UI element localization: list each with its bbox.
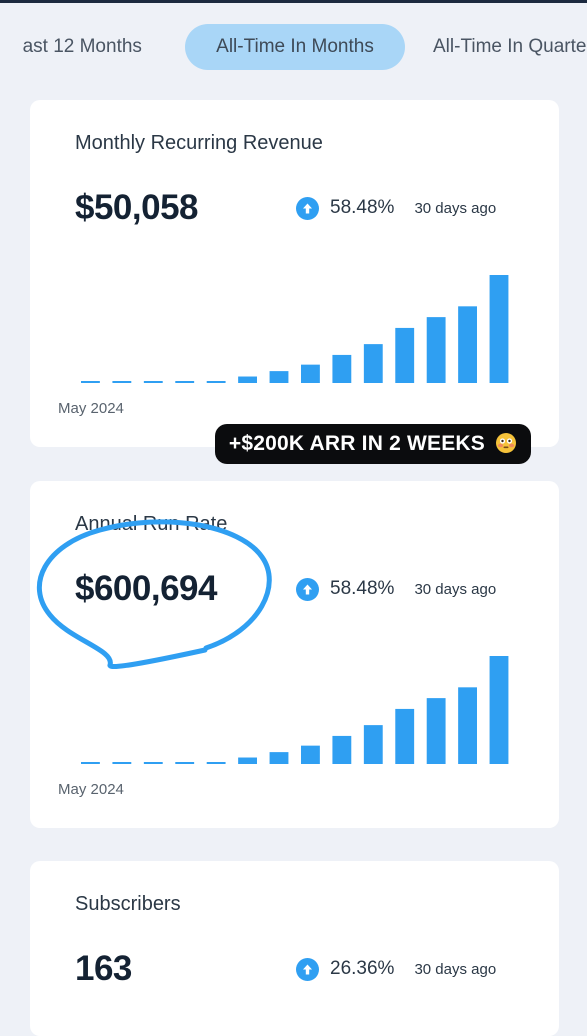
tab-all-time-in-months[interactable]: All-Time In Months <box>185 24 405 70</box>
chart-bar <box>206 381 226 383</box>
card-value: 163 <box>75 949 132 988</box>
arrow-up-circle-icon <box>296 957 319 981</box>
chart-bar <box>81 762 100 764</box>
change-period: 30 days ago <box>414 580 497 598</box>
top-border <box>0 0 587 3</box>
chart-bar <box>395 327 415 383</box>
mrr-bar-chart <box>81 275 509 383</box>
arrow-up-circle-icon <box>296 577 319 601</box>
change-period: 30 days ago <box>414 960 497 978</box>
chart-bar <box>458 687 477 764</box>
change-period: 30 days ago <box>414 199 497 217</box>
chart-bar <box>143 381 163 383</box>
chart-bar <box>332 735 352 764</box>
card-title: Subscribers <box>75 893 181 915</box>
chart-bar <box>426 698 446 764</box>
chart-bar <box>238 757 257 764</box>
chart-bar <box>175 381 195 383</box>
chart-bar <box>363 725 383 764</box>
chart-bar <box>175 762 195 764</box>
change-percent: 58.48% <box>330 197 395 218</box>
chart-bar <box>332 354 352 383</box>
flushed-face-icon <box>495 428 517 468</box>
chart-start-label: May 2024 <box>58 400 124 417</box>
badge-text: +$200K ARR IN 2 WEEKS <box>228 432 486 455</box>
change-percent: 58.48% <box>330 578 395 599</box>
chart-bar <box>301 745 320 764</box>
change-indicator: 58.48% 30 days ago <box>296 196 496 220</box>
card-value: $600,694 <box>75 569 217 608</box>
chart-bar <box>301 364 320 383</box>
arr-growth-badge: +$200K ARR IN 2 WEEKS <box>215 424 531 464</box>
chart-start-label: May 2024 <box>58 781 124 798</box>
chart-bar <box>206 762 226 764</box>
chart-bar <box>112 381 132 383</box>
chart-bar <box>363 344 383 383</box>
chart-bar <box>269 752 289 764</box>
change-indicator: 58.48% 30 days ago <box>296 577 496 601</box>
tab-last-12-months[interactable]: Last 12 Months <box>22 36 142 57</box>
mrr-card[interactable]: Monthly Recurring Revenue $50,058 58.48%… <box>30 100 559 447</box>
chart-bar <box>395 708 415 764</box>
chart-bar <box>458 306 477 383</box>
chart-bar <box>112 762 132 764</box>
chart-bar <box>238 376 257 383</box>
arr-bar-chart <box>81 656 509 764</box>
chart-bar <box>426 317 446 383</box>
card-title: Monthly Recurring Revenue <box>75 132 323 154</box>
arr-card[interactable]: Annual Run Rate $600,694 58.48% 30 days … <box>30 481 559 828</box>
card-title: Annual Run Rate <box>75 513 228 535</box>
subscribers-card[interactable]: Subscribers 163 26.36% 30 days ago <box>30 861 559 1036</box>
card-value: $50,058 <box>75 188 199 227</box>
chart-bar <box>489 656 509 764</box>
chart-bar <box>81 381 100 383</box>
tab-all-time-in-quarters[interactable]: All-Time In Quarters <box>433 36 587 57</box>
chart-bar <box>143 762 163 764</box>
arrow-up-circle-icon <box>296 196 319 220</box>
change-indicator: 26.36% 30 days ago <box>296 957 496 981</box>
chart-bar <box>489 275 509 383</box>
period-tabs: Last 12 Months All-Time In Months All-Ti… <box>0 24 587 72</box>
chart-bar <box>269 371 289 383</box>
change-percent: 26.36% <box>330 958 395 979</box>
